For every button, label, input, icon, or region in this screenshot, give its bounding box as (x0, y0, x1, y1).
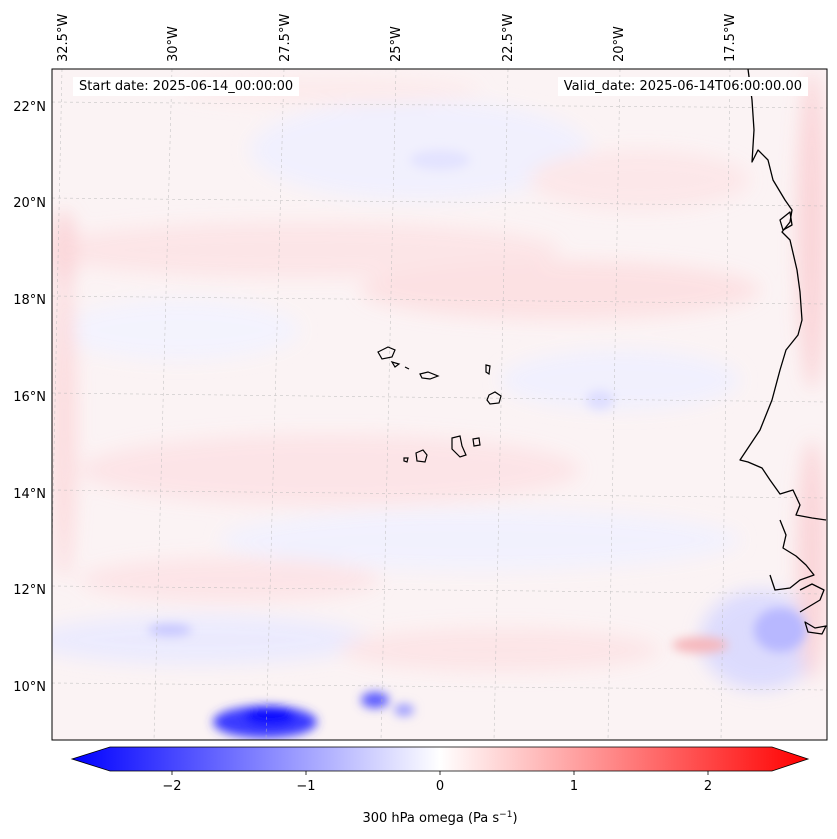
lon-label-32-5w: 32.5°W (56, 14, 71, 62)
lat-label-12n: 12°N (13, 583, 46, 598)
colorbar-ticks (171, 771, 709, 775)
lon-label-22-5w: 22.5°W (501, 14, 516, 62)
lon-label-20w: 20°W (612, 26, 627, 62)
graticule (52, 69, 827, 740)
lon-label-25w: 25°W (389, 26, 404, 62)
colorbar-tick-neg1: −1 (296, 779, 315, 794)
colorbar-bar (70, 746, 810, 772)
lat-label-18n: 18°N (13, 293, 46, 308)
lat-label-22n: 22°N (13, 100, 46, 115)
lat-label-16n: 16°N (13, 390, 46, 405)
map-frame (51, 68, 828, 741)
lat-label-14n: 14°N (13, 487, 46, 502)
coastline (739, 69, 827, 635)
colorbar-tick-neg2: −2 (162, 779, 181, 794)
latitude-labels: 22°N 20°N 18°N 16°N 14°N 12°N 10°N (13, 100, 46, 695)
colorbar-label-exp: −1 (499, 810, 512, 820)
longitude-labels: 32.5°W 30°W 27.5°W 25°W 22.5°W 20°W 17.5… (56, 14, 738, 62)
islands (377, 346, 502, 463)
colorbar-tick-0: 0 (436, 779, 444, 794)
colorbar-label-close: ) (512, 811, 517, 826)
colorbar-label: 300 hPa omega (Pa s−1) (362, 810, 517, 826)
lon-label-17-5w: 17.5°W (723, 14, 738, 62)
colorbar: −2 −1 0 1 2 300 hPa omega (Pa s−1) (70, 746, 810, 826)
colorbar-tick-1: 1 (570, 779, 578, 794)
omega-field (52, 69, 827, 740)
lat-label-10n: 10°N (13, 680, 46, 695)
valid-date-label: Valid_date: 2025-06-14T06:00:00.00 (557, 77, 808, 96)
lon-label-27-5w: 27.5°W (278, 14, 293, 62)
start-date-label: Start date: 2025-06-14_00:00:00 (73, 77, 300, 96)
colorbar-label-main: 300 hPa omega (Pa s (362, 811, 499, 826)
lat-label-20n: 20°N (13, 196, 46, 211)
lon-label-30w: 30°W (166, 26, 181, 62)
colorbar-tick-2: 2 (704, 779, 712, 794)
